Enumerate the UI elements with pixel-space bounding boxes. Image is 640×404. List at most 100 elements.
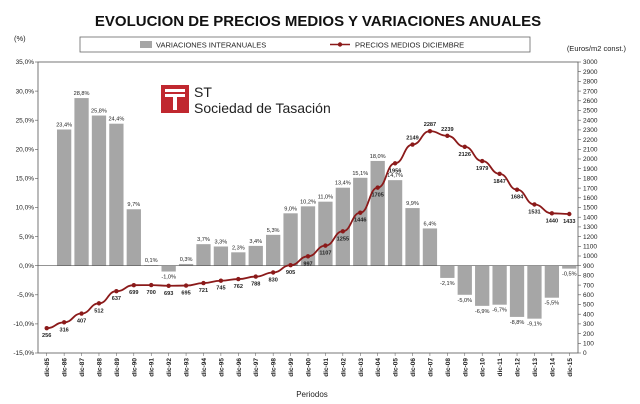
x-tick-label-dic-93: dic-93 (184, 358, 191, 377)
y-axis-right-label: (Euros/m2 const.) (567, 44, 627, 53)
bar-label-dic-89: 24,4% (108, 117, 124, 123)
y-right-tick-label: 2500 (583, 108, 598, 115)
y-right-tick-label: 1300 (583, 224, 598, 231)
price-label-dic-13: 1531 (528, 209, 540, 215)
bar-dic-88 (91, 115, 107, 266)
price-label-dic-96: 762 (234, 284, 243, 290)
price-point-dic-03 (358, 210, 363, 215)
price-point-dic-01 (323, 243, 328, 248)
bar-label-dic-96: 2,3% (232, 245, 245, 251)
bar-dic-10 (475, 265, 490, 306)
bar-label-dic-00: 10,2% (300, 199, 316, 205)
price-label-dic-09: 2126 (459, 152, 471, 158)
y-right-tick-label: 1900 (583, 166, 598, 173)
y-right-tick-label: 100 (583, 341, 594, 348)
y-left-tick-label: 10,0% (16, 205, 35, 212)
price-point-dic-91 (149, 282, 154, 288)
price-label-dic-05: 1956 (389, 168, 401, 174)
price-label-dic-91: 700 (147, 290, 156, 296)
x-tick-label-dic-15: dic-15 (567, 358, 574, 377)
y-right-tick-label: 1400 (583, 214, 598, 221)
bar-label-dic-04: 18,0% (370, 154, 386, 160)
bar-dic-06 (405, 208, 420, 266)
y-left-tick-label: 25,0% (16, 117, 35, 124)
price-label-dic-98: 830 (268, 277, 277, 283)
price-label-dic-85: 256 (42, 333, 51, 339)
x-tick-label-dic-09: dic-09 (462, 358, 469, 377)
y-left-tick-label: -10,0% (13, 321, 34, 328)
y-right-tick-label: 1800 (583, 176, 598, 183)
x-tick-label-dic-03: dic-03 (358, 358, 365, 377)
bar-dic-92 (161, 265, 176, 272)
y-right-tick-label: 2700 (583, 88, 598, 95)
price-point-dic-96 (236, 276, 241, 282)
x-tick-label-dic-00: dic-00 (306, 358, 313, 377)
price-point-dic-98 (270, 270, 276, 275)
bar-label-dic-14: -5,5% (545, 301, 560, 307)
y-right-tick-label: 900 (583, 263, 594, 270)
y-right-tick-label: 2300 (583, 127, 598, 134)
legend-line-marker (337, 42, 343, 47)
x-tick-label-dic-01: dic-01 (323, 358, 330, 377)
y-right-tick-label: 1000 (583, 253, 598, 260)
price-label-dic-10: 1979 (476, 166, 488, 172)
bar-dic-11 (492, 265, 507, 305)
logo: ST Sociedad de Tasación (161, 84, 331, 116)
bar-dic-98 (266, 234, 281, 266)
x-tick-label-dic-86: dic-86 (62, 358, 69, 377)
x-tick-label-dic-14: dic-14 (549, 358, 556, 377)
price-point-dic-05 (392, 161, 398, 166)
bar-label-dic-01: 11,0% (318, 195, 333, 201)
bar-dic-15 (562, 265, 577, 269)
x-tick-label-dic-92: dic-92 (166, 358, 173, 377)
bar-dic-90 (126, 209, 141, 266)
bar-dic-87 (74, 98, 89, 266)
x-tick-label-dic-06: dic-06 (410, 358, 417, 377)
x-tick-label-dic-10: dic-10 (480, 358, 487, 377)
bar-label-dic-97: 3,4% (249, 239, 262, 245)
price-point-dic-09 (462, 144, 467, 149)
bar-label-dic-98: 5,3% (267, 228, 280, 234)
price-label-dic-88: 512 (94, 308, 103, 314)
y-right-tick-label: 800 (583, 273, 594, 280)
price-label-dic-97: 788 (251, 282, 260, 288)
bar-label-dic-03: 15,1% (352, 171, 368, 177)
y-right-tick-label: 2200 (583, 137, 598, 144)
price-label-dic-00: 997 (303, 261, 312, 267)
price-label-dic-94: 721 (199, 288, 208, 294)
y-left-tick-label: 20,0% (16, 147, 35, 154)
price-point-dic-97 (253, 274, 258, 279)
price-point-dic-06 (410, 142, 415, 147)
x-tick-label-dic-02: dic-02 (340, 358, 347, 377)
bar-label-dic-10: -6,9% (475, 309, 490, 315)
bar-dic-96 (231, 252, 246, 266)
price-label-dic-12: 1684 (511, 195, 524, 201)
x-tick-label-dic-94: dic-94 (201, 358, 208, 377)
y-right-tick-label: 1200 (583, 234, 598, 241)
price-point-dic-95 (218, 278, 224, 283)
bar-label-dic-09: -5,0% (457, 298, 472, 304)
price-label-dic-01: 1107 (319, 251, 331, 257)
bar-label-dic-06: 9,9% (406, 201, 419, 207)
y-right-tick-label: 2100 (583, 147, 598, 154)
price-label-dic-03: 1446 (354, 218, 366, 224)
x-tick-label-dic-96: dic-96 (236, 358, 243, 377)
x-tick-label-dic-97: dic-97 (253, 358, 260, 377)
bar-dic-13 (527, 265, 542, 319)
price-label-dic-04: 1705 (371, 193, 383, 199)
logo-abbr: ST (194, 84, 212, 100)
bar-label-dic-08: -2,1% (440, 281, 455, 287)
price-label-dic-99: 905 (286, 270, 295, 276)
y-left-tick-label: 15,0% (16, 176, 35, 183)
price-label-dic-93: 695 (181, 291, 190, 297)
price-point-dic-11 (497, 171, 502, 177)
bar-label-dic-99: 9,0% (284, 206, 297, 212)
y-right-tick-label: 2000 (583, 156, 598, 163)
price-point-dic-15 (567, 211, 572, 217)
y-right-tick-label: 1100 (583, 244, 597, 251)
price-point-dic-10 (479, 158, 485, 164)
x-tick-label-dic-04: dic-04 (375, 358, 382, 377)
price-label-dic-89: 637 (112, 296, 121, 302)
bar-label-dic-95: 3,3% (215, 239, 228, 245)
bar-label-dic-92: -1,0% (161, 275, 176, 281)
